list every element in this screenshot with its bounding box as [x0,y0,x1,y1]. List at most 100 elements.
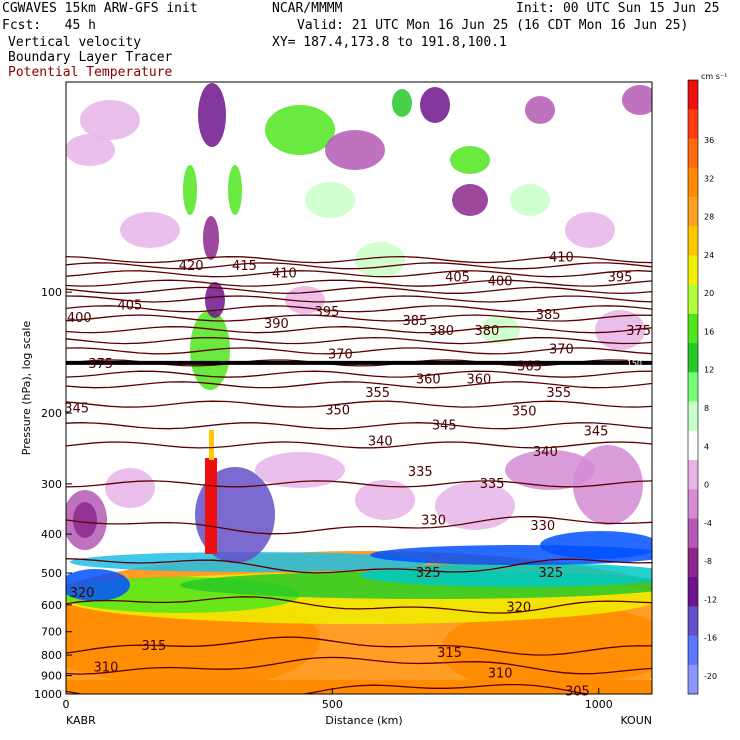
y-tick-label: 400 [41,528,62,541]
theta-contour-385 [66,314,652,322]
contour-label: 370 [328,348,353,363]
velocity-blob [66,134,115,166]
contour-label: 415 [232,259,257,274]
contour-label: 315 [437,646,462,661]
contour-label: 420 [179,259,204,274]
y-axis-ticks: 100 200 300 400 500 600 700 800 900 1000 [34,286,72,701]
velocity-blob [565,212,615,248]
colorbar-label: 24 [704,251,714,260]
colorbar-swatch [688,489,698,520]
velocity-blob [73,502,97,538]
convective-core [205,458,217,554]
contour-label: 400 [67,311,92,326]
colorbar-swatch [688,167,698,198]
colorbar-swatch [688,138,698,169]
contour-label: 410 [272,267,297,282]
velocity-blob [198,83,226,147]
theta-contour-320 [66,596,652,614]
y-tick-label: 1000 [34,688,62,701]
colorbar-swatch [688,635,698,666]
contour-label: 325 [538,566,563,581]
contour-label: 395 [315,305,340,320]
contour-label: 385 [403,314,428,329]
colorbar-swatch [688,518,698,549]
colorbar-label: 16 [704,327,714,336]
contour-label: 375 [88,357,113,372]
velocity-blob [325,130,385,170]
colorbar-frame [687,79,699,695]
colorbar-label: 20 [704,289,714,298]
contour-label: 370 [549,343,574,358]
colorbar: 36 32 28 24 20 16 12 8 4 0 -4 -8 -12 -16 -20 [687,79,717,695]
contour-label: 340 [533,445,558,460]
left-station: KABR [66,714,96,727]
velocity-blob [450,146,490,174]
colorbar-swatch [688,109,698,139]
colorbar-label: -4 [704,519,712,528]
theta-contour-375 [66,336,652,345]
contour-label: 355 [365,386,390,401]
contour-label: 405 [118,299,143,314]
contour-label: 410 [549,250,574,265]
contour-label: 380 [474,324,499,339]
colorbar-swatch [688,255,698,286]
theta-contour-355 [66,381,652,389]
colorbar-label: 28 [704,213,714,222]
x-tick-label: 1000 [585,698,613,711]
theta-contour-410 [66,270,652,278]
contour-label: 310 [488,667,513,682]
velocity-blob [105,468,155,508]
colorbar-label: 36 [704,136,714,145]
y-tick-label: 600 [41,599,62,612]
contour-label: 390 [264,317,289,332]
velocity-blob [525,96,555,124]
y-tick-label: 900 [41,670,62,683]
x-tick-label: 500 [322,698,343,711]
contour-label: 325 [416,566,441,581]
theta-contour-400 [66,286,652,295]
velocity-blob [355,242,405,278]
y-axis-label: Pressure (hPa), log scale [20,321,33,456]
velocity-blob [573,445,643,525]
contour-label: 355 [546,386,571,401]
velocity-blob [595,310,645,350]
y-tick-label: 100 [41,286,62,299]
vertical-velocity-shading [66,83,652,694]
contour-label: 360 [416,373,441,388]
x-axis-ticks: 0 500 1000 [63,688,613,711]
velocity-blob [440,605,652,694]
colorbar-label: 12 [704,366,714,375]
contour-label: 365 [517,359,542,374]
tracer-label: .150 [624,359,642,368]
velocity-blob [66,569,130,601]
velocity-blob [540,531,652,559]
velocity-blob [435,482,515,530]
contour-label: 350 [325,403,350,418]
colorbar-label: -20 [704,672,717,681]
contour-label: 385 [536,308,561,323]
velocity-blob [622,85,652,115]
contour-label: 360 [466,373,491,388]
contour-label: 310 [94,661,119,676]
colorbar-label: 8 [704,404,709,413]
velocity-blob [480,316,520,344]
contour-label: 335 [408,465,433,480]
theta-contour-380 [66,326,652,334]
surface-layer-fill [66,680,652,694]
contour-label: 320 [506,601,531,616]
y-tick-label: 800 [41,649,62,662]
velocity-blob [203,216,219,260]
contour-label: 315 [141,639,166,654]
theta-contour-415 [66,262,652,270]
forecast-hour: Fcst: 45 h [2,18,96,33]
colorbar-label: -12 [704,595,717,604]
colorbar-label: 32 [704,174,714,183]
contour-label: 335 [480,477,505,492]
contour-label: 340 [368,434,393,449]
theta-contour-330 [66,515,652,535]
velocity-blob [228,165,242,215]
theta-contour-370 [66,347,652,355]
contour-label: 400 [488,274,513,289]
colorbar-units: cm s⁻¹ [701,72,727,81]
